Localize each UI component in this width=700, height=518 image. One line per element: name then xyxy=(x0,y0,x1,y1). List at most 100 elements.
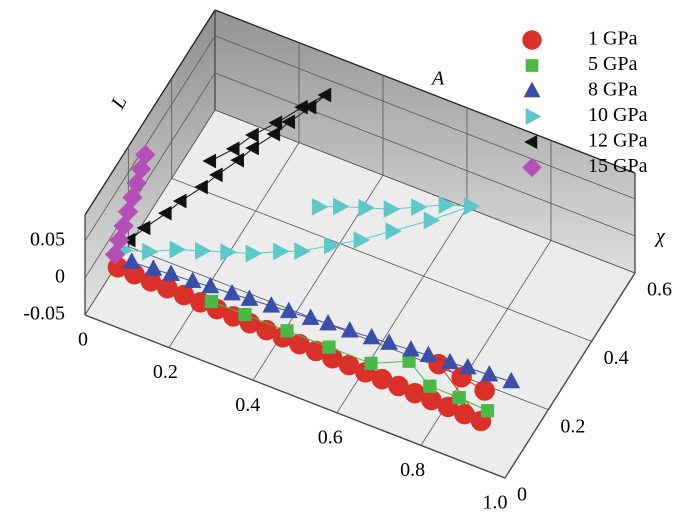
marker xyxy=(522,30,542,50)
marker xyxy=(301,308,320,325)
grid-line xyxy=(171,177,592,342)
x-tick-label: 0.4 xyxy=(235,394,260,416)
grid-line xyxy=(84,314,506,479)
marker xyxy=(317,87,332,103)
marker xyxy=(411,198,428,216)
marker xyxy=(135,144,156,166)
marker xyxy=(523,81,541,98)
marker xyxy=(319,313,338,331)
grid-line xyxy=(214,72,636,237)
marker xyxy=(383,200,401,219)
marker xyxy=(502,371,521,389)
x-tick-label: 1.0 xyxy=(483,492,508,514)
marker xyxy=(262,296,281,313)
marker xyxy=(333,197,350,216)
marker xyxy=(144,259,163,276)
marker xyxy=(122,187,143,208)
marker xyxy=(157,205,172,221)
y-tick-label: 0.2 xyxy=(560,415,585,437)
marker xyxy=(142,242,159,261)
x-tick-label: 0.8 xyxy=(400,459,425,481)
y-tick-label: 0.4 xyxy=(604,347,629,369)
grid-line xyxy=(504,272,636,479)
box-edge xyxy=(84,9,216,216)
marker xyxy=(311,197,329,216)
marker xyxy=(281,114,296,130)
marker xyxy=(195,241,212,260)
marker xyxy=(524,134,538,150)
marker xyxy=(362,327,381,345)
marker xyxy=(322,340,336,354)
marker xyxy=(525,108,542,125)
legend-label: 5 GPa xyxy=(588,53,638,75)
legend-label: 10 GPa xyxy=(588,104,648,126)
marker xyxy=(204,294,219,309)
marker xyxy=(419,345,438,363)
grid-line xyxy=(84,109,216,316)
marker xyxy=(279,301,298,319)
z-axis-label: L xyxy=(107,92,132,113)
marker xyxy=(385,222,402,241)
marker xyxy=(452,391,466,405)
grid: 0 0.2 0.4 0.6 0.8 1.0 0 0.2 0.4 0.6 -0.05 0 0.05 xyxy=(23,10,672,514)
marker xyxy=(245,127,259,143)
marker xyxy=(358,198,375,217)
marker xyxy=(464,197,481,216)
marker xyxy=(238,307,252,322)
marker xyxy=(230,152,244,168)
x-tick-label: 0.6 xyxy=(318,426,343,448)
box-edge xyxy=(214,9,636,174)
marker xyxy=(525,59,539,72)
marker xyxy=(480,364,499,382)
grid-line xyxy=(168,142,300,348)
marker xyxy=(245,244,263,263)
z-tick-label: -0.05 xyxy=(23,303,65,325)
z-tick-label: 0.05 xyxy=(30,229,65,251)
legend-label: 12 GPa xyxy=(588,130,648,152)
x-tick-label: 0 xyxy=(78,329,88,351)
marker xyxy=(223,283,241,301)
z-tick-label: 0 xyxy=(55,266,65,288)
grid-line xyxy=(84,35,216,242)
marker xyxy=(364,356,378,371)
x-tick-label: 0.2 xyxy=(153,361,178,383)
marker xyxy=(266,126,281,142)
marker xyxy=(458,357,477,375)
floor xyxy=(85,110,635,478)
marker xyxy=(202,153,217,169)
marker xyxy=(402,340,420,357)
marker xyxy=(225,141,240,157)
marker xyxy=(522,157,542,178)
data-marks xyxy=(104,87,521,432)
marker xyxy=(240,289,259,306)
marker xyxy=(441,352,459,370)
marker xyxy=(109,229,130,251)
marker xyxy=(268,115,283,131)
back-wall xyxy=(215,10,635,273)
x-axis-label: A xyxy=(430,68,445,90)
marker xyxy=(480,404,495,418)
y-axis-label: χ xyxy=(654,226,666,248)
grid-line xyxy=(84,72,216,279)
marker xyxy=(423,211,441,230)
marker xyxy=(172,193,187,209)
legend: 1 GPa 5 GPa 8 GPa 10 GPa 12 GPa 15 GPa xyxy=(522,28,648,178)
marker xyxy=(353,231,371,249)
marker xyxy=(136,220,151,236)
legend-label: 15 GPa xyxy=(588,155,648,177)
marker xyxy=(280,324,294,338)
marker xyxy=(220,243,237,262)
marker xyxy=(423,379,437,393)
marker xyxy=(273,242,290,261)
legend-label: 1 GPa xyxy=(588,28,638,50)
marker xyxy=(474,380,495,401)
marker xyxy=(117,201,139,222)
marker xyxy=(113,215,134,237)
marker xyxy=(340,321,359,338)
marker xyxy=(162,264,180,281)
marker xyxy=(183,271,202,289)
marker xyxy=(194,179,208,195)
marker xyxy=(201,276,220,294)
marker xyxy=(402,354,416,368)
